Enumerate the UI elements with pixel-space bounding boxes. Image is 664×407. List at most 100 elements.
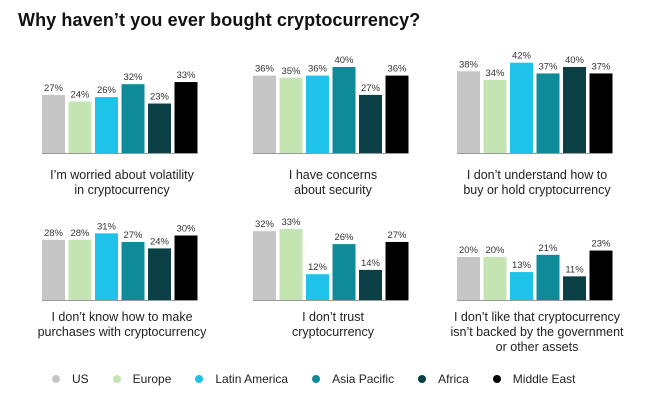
legend-swatch [418,375,427,383]
data-label: 34% [485,68,505,79]
bar-europe [483,257,507,300]
panel-plot: 20% 20% 13% 21% 11% 23% [457,239,613,301]
bar-middle-east [174,235,198,300]
data-label: 20% [459,245,479,256]
panel-title: I don’t know how to make purchases with c… [22,310,222,340]
panel-title-line: I have concerns [288,168,378,182]
legend-label: Latin America [215,372,289,386]
bar-latin-america [510,62,533,154]
legend-swatch [112,375,121,383]
panel-title-line: I’m worried about volatility [50,168,194,182]
data-label: 27% [387,230,407,241]
bar-africa [359,94,382,153]
bar-africa [563,276,586,300]
panel-title-line: cryptocurrency [292,325,374,339]
legend-swatch [312,375,321,383]
bar-asia-pacific [332,67,356,153]
panel-plot: 32% 33% 12% 26% 14% 27% [253,217,409,301]
data-label: 42% [512,51,532,62]
bar-latin-america [510,272,533,300]
panel-title-line: I don’t understand how to [466,168,608,182]
data-label: 13% [512,260,532,271]
panel-title: I don’t like that cryptocurrency isn’t ba… [437,310,637,355]
data-label: 37% [538,61,558,72]
data-label: 30% [176,224,196,235]
bar-europe [279,229,303,300]
bar-latin-america [306,274,329,300]
legend-item-middle-east: Middle East [492,372,576,386]
data-label: 36% [255,64,275,75]
panel-title: I’m worried about volatility in cryptocur… [22,168,222,198]
chart-title: Why haven’t you ever bought cryptocurren… [18,10,421,30]
data-label: 28% [44,228,64,239]
legend-item-us: US [52,372,89,386]
data-label: 31% [97,221,117,232]
panel-title-line: isn’t backed by the government [450,325,624,339]
bar-africa [563,67,586,153]
bar-us [253,75,276,153]
panel-title-line: about security [294,183,372,197]
panel-plot: 36% 35% 36% 40% 27% 36% [253,55,409,154]
legend-swatch [195,375,204,383]
panel-title-line: I don’t like that cryptocurrency [453,310,621,324]
legend-swatch [52,375,60,383]
data-label: 38% [459,59,479,70]
data-label: 28% [70,228,90,239]
legend: US Europe Latin America Asia Pacific Africa M… [52,372,600,386]
bar-middle-east [589,250,613,300]
data-label: 11% [565,264,584,275]
bar-middle-east [385,75,409,153]
bar-latin-america [306,75,329,153]
data-label: 12% [308,262,328,273]
bar-europe [68,101,92,153]
bar-latin-america [95,97,118,153]
data-label: 23% [591,239,611,250]
bar-us [42,94,65,153]
bar-asia-pacific [121,84,145,153]
data-label: 32% [123,72,143,83]
bar-africa [359,269,382,300]
data-label: 20% [485,245,505,256]
bar-middle-east [589,73,613,153]
legend-item-europe: Europe [112,372,172,386]
bar-africa [148,103,171,153]
legend-label: Middle East [512,372,576,386]
legend-item-asia-pacific: Asia Pacific [312,372,394,386]
bar-latin-america [95,233,118,300]
data-label: 36% [308,64,328,75]
bar-us [253,231,276,300]
data-label: 32% [255,219,275,230]
data-label: 14% [361,258,381,269]
data-label: 24% [150,236,170,247]
legend-item-africa: Africa [418,372,469,386]
bar-us [457,71,480,153]
panel-title-line: I don’t trust [302,310,364,324]
panel-title-line: I don’t know how to make [51,310,193,324]
panel-plot: 27% 24% 26% 32% 23% 33% [42,70,198,154]
panel-title-line: in cryptocurrency [74,183,170,197]
bar-us [42,239,65,300]
bar-middle-east [385,241,409,300]
panel-title-line: buy or hold cryptocurrency [463,183,611,197]
data-label: 24% [70,89,90,100]
data-label: 35% [281,66,301,77]
data-label: 37% [591,61,611,72]
legend-swatch [492,375,501,383]
legend-item-latin-america: Latin America [195,372,288,386]
panel-plot: 38% 34% 42% 37% 40% 37% [457,51,613,154]
panel-title: I don’t understand how to buy or hold cry… [437,168,637,198]
data-label: 33% [176,70,196,81]
data-label: 27% [361,83,381,94]
panel-plot: 28% 28% 31% 27% 24% 30% [42,221,198,301]
bar-africa [148,248,171,300]
panel-title-line: purchases with cryptocurrency [37,325,207,339]
legend-label: Europe [132,372,172,386]
data-label: 33% [281,217,301,228]
data-label: 26% [334,232,354,243]
legend-label: Asia Pacific [332,372,395,386]
panel-title: I don’t trust cryptocurrency [233,310,433,340]
data-label: 40% [334,55,354,66]
data-label: 27% [44,83,64,94]
bar-europe [483,79,507,153]
